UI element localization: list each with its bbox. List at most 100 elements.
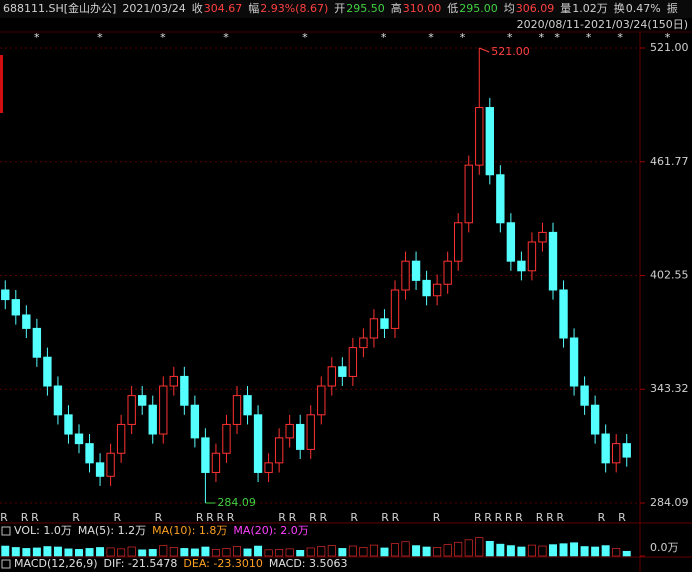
candle-body [411, 260, 421, 281]
volume-legend: VOL: 1.0万 [14, 524, 72, 537]
volume-bar [612, 548, 621, 557]
volume-bar [159, 545, 168, 557]
candle-body [243, 395, 252, 416]
volume-bar [254, 545, 263, 557]
candle-body [106, 452, 115, 477]
volume-bar [190, 548, 199, 557]
report-marker: R [319, 511, 327, 524]
header-bar [0, 0, 692, 18]
y-tick-label: 521.00 [650, 41, 689, 54]
report-marker: R [474, 511, 482, 524]
candle-body [390, 289, 400, 329]
volume-bar [391, 543, 399, 557]
volume-bar [506, 545, 515, 557]
report-marker: R [515, 511, 523, 524]
star-marker: * [539, 31, 545, 44]
volume-legend: MA(20): 2.0万 [233, 524, 308, 537]
volume-bar [327, 545, 336, 557]
y-tick-label: 461.77 [650, 155, 689, 168]
candle-body [601, 433, 610, 464]
volume-bar [485, 540, 494, 557]
candle-body [506, 222, 516, 262]
volume-bar [549, 544, 557, 557]
candle-body [11, 299, 20, 316]
report-marker: R [227, 511, 235, 524]
candle-body [348, 347, 358, 377]
report-marker: R [556, 511, 564, 524]
candle-body [612, 443, 621, 464]
volume-bar [622, 550, 631, 557]
candle-body [253, 414, 263, 473]
volume-bar [169, 547, 178, 557]
volume-bar [591, 546, 600, 557]
header-text: 收 [192, 1, 203, 15]
report-marker: R [309, 511, 317, 524]
star-marker: * [586, 31, 592, 44]
candle-body [232, 395, 242, 425]
volume-bar [1, 545, 10, 557]
report-marker: R [31, 511, 39, 524]
report-marker: R [278, 511, 286, 524]
volume-bar [43, 546, 52, 557]
report-marker: R [546, 511, 554, 524]
candle-body [116, 423, 126, 454]
candle-body [422, 279, 431, 297]
candle-body [590, 404, 600, 435]
volume-bar [338, 548, 347, 557]
header-text: 振 [667, 1, 678, 15]
volume-bar [201, 546, 210, 557]
volume-bar [180, 548, 189, 557]
header-text: 幅 [248, 2, 259, 15]
panel-box [1, 559, 11, 569]
header-text: 均 [504, 2, 515, 15]
y-tick-label: 343.32 [650, 382, 689, 395]
candle-body [548, 231, 558, 291]
header-text: 开 [334, 2, 345, 15]
report-marker: R [381, 511, 389, 524]
star-marker: * [460, 31, 466, 44]
report-marker: R [350, 511, 358, 524]
candle-body [190, 404, 200, 439]
report-marker: R [433, 511, 441, 524]
candle-body [43, 356, 52, 387]
header-text: 换 [614, 1, 625, 15]
star-marker: * [665, 31, 671, 44]
candle-body [559, 289, 568, 339]
volume-bar [106, 547, 115, 557]
header-text: 306.09 [516, 2, 555, 15]
candle-body [327, 366, 336, 387]
header-text: 1.02万 [572, 2, 608, 15]
star-marker: * [428, 31, 434, 44]
candle-body [180, 375, 189, 406]
volume-bar [464, 539, 473, 557]
candle-body [285, 423, 294, 439]
macd-legend: MACD: 3.5063 [269, 557, 348, 570]
max-label: 521.00 [491, 45, 530, 58]
volume-bar [148, 549, 157, 557]
report-marker: R [536, 511, 544, 524]
volume-bar [496, 543, 505, 557]
report-marker: R [206, 511, 214, 524]
candle-body [496, 174, 505, 224]
header-text: 低 [447, 2, 458, 15]
volume-bar [348, 545, 357, 557]
volume-tick-label: 0.0万 [650, 541, 679, 554]
volume-legend: MA(5): 1.2万 [78, 524, 146, 537]
volume-bar [117, 548, 126, 557]
star-marker: * [302, 31, 308, 44]
header-text: 量 [560, 2, 571, 15]
report-marker: R [155, 511, 163, 524]
y-tick-label: 284.09 [650, 496, 689, 509]
candle-body [485, 107, 494, 176]
volume-bar [85, 548, 94, 557]
candle-body [369, 318, 379, 339]
report-marker: R [484, 511, 492, 524]
candle-body [95, 462, 105, 477]
report-marker: R [72, 511, 80, 524]
candle-body [464, 164, 473, 224]
side-indicator [0, 55, 3, 113]
macd-legend: DEA: -23.3010 [183, 557, 262, 570]
candle-body [148, 404, 157, 435]
